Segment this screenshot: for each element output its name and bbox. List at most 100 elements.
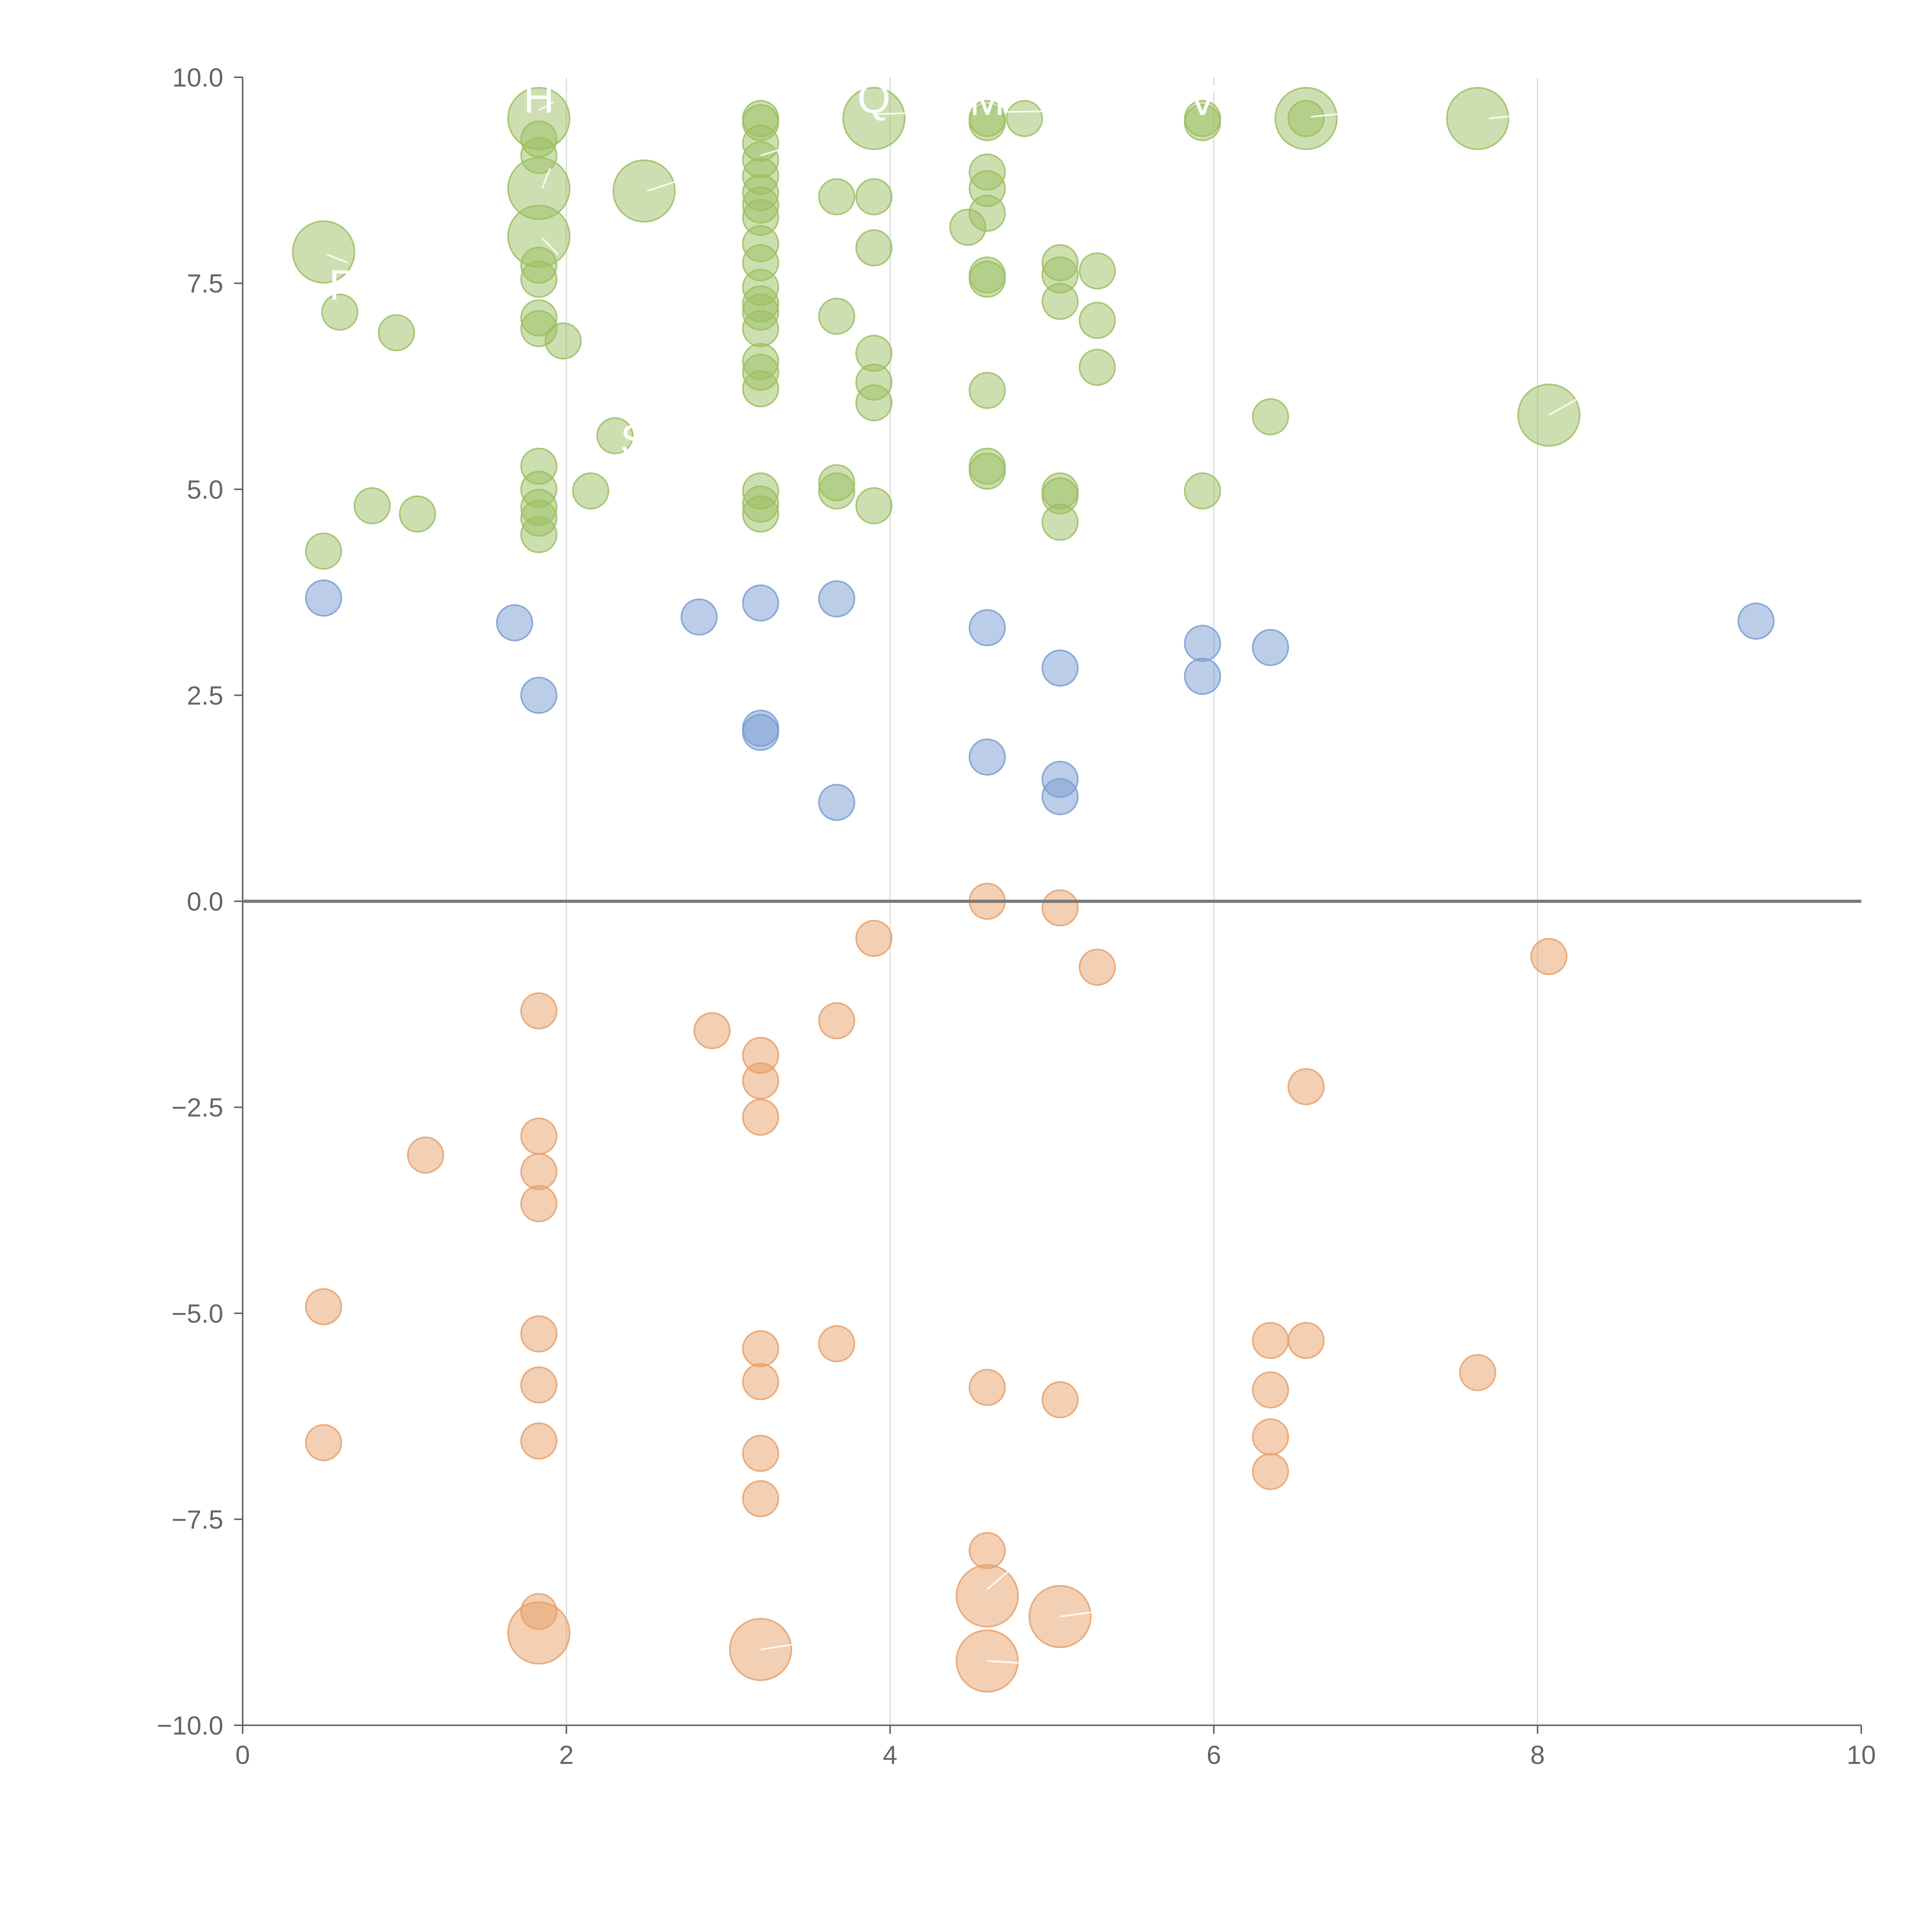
green-data-point: [544, 322, 582, 360]
orange-data-point: [818, 1325, 855, 1362]
blue-data-point: [968, 609, 1006, 646]
green-data-point: [968, 452, 1006, 490]
orange-data-point: [1078, 949, 1116, 986]
green-data-point: [1078, 302, 1116, 339]
label-leader-line: [538, 101, 554, 111]
green-data-point: [818, 298, 855, 335]
green-data-point: [612, 159, 676, 223]
label-leader-line: [760, 134, 826, 156]
green-data-point: [596, 417, 634, 454]
label-leader-line: [1311, 109, 1376, 118]
orange-data-point: [407, 1136, 444, 1174]
point-annotation: H: [524, 74, 554, 122]
orange-data-point: [742, 1330, 779, 1367]
green-data-point: [855, 178, 893, 216]
blue-data-point: [680, 598, 718, 636]
green-data-point: [742, 370, 779, 408]
label-leader-line: [874, 111, 939, 115]
orange-data-point: [1252, 1371, 1289, 1409]
y-tick-label: 2.5: [187, 681, 223, 710]
blue-data-point: [1184, 658, 1221, 695]
blue-data-point: [1041, 650, 1079, 687]
point-annotation: M: [969, 77, 1005, 124]
orange-data-point: [1252, 1322, 1289, 1359]
green-data-point: [520, 260, 558, 298]
label-leader-line: [327, 253, 349, 264]
data-points: [292, 87, 1775, 1693]
x-tick-label: 0: [235, 1740, 250, 1770]
orange-data-point: [1459, 1354, 1497, 1391]
blue-data-point: [1737, 602, 1775, 640]
orange-data-point: [520, 1422, 558, 1460]
blue-data-point: [818, 580, 855, 617]
blue-data-point: [305, 579, 342, 617]
x-tick-label: 8: [1530, 1740, 1545, 1770]
blue-data-point: [742, 584, 779, 622]
green-data-point: [1252, 398, 1289, 435]
label-leader-line: [541, 167, 551, 189]
blue-data-point: [520, 677, 558, 714]
y-ticks: 10.0 7.5 5.0 2.5 0.0 −2.5 −5.0 −7.5 −10.0: [157, 63, 243, 1740]
orange-data-point: [968, 1532, 1006, 1569]
green-data-point: [818, 472, 855, 510]
green-data-point: [842, 87, 906, 150]
green-data-point: [292, 220, 355, 284]
green-data-point: [855, 384, 893, 422]
green-data-point: [1446, 87, 1509, 150]
point-annotation: S: [620, 416, 648, 464]
green-data-point: [378, 314, 415, 352]
y-tick-label: −10.0: [157, 1711, 223, 1740]
green-data-point: [949, 209, 986, 246]
green-data-point: [1006, 100, 1043, 137]
orange-data-point: [1287, 1322, 1325, 1359]
x-ticks: 0 2 4 6 8 10: [235, 1725, 1876, 1770]
blue-data-point: [1041, 778, 1079, 815]
blue-data-point: [742, 714, 779, 751]
green-data-point: [855, 229, 893, 267]
x-tick-label: 4: [883, 1740, 898, 1770]
green-data-point: [968, 260, 1006, 298]
orange-data-point: [520, 1117, 558, 1155]
orange-data-point: [968, 1369, 1006, 1406]
green-data-point: [1041, 283, 1079, 320]
y-tick-label: 7.5: [187, 269, 223, 298]
green-data-point: [1078, 252, 1116, 290]
green-data-point: [1078, 349, 1116, 386]
orange-data-point: [520, 992, 558, 1030]
point-annotation: Q: [857, 74, 891, 122]
blue-data-point: [818, 784, 855, 821]
green-data-point: [1184, 472, 1221, 510]
y-tick-label: 10.0: [172, 63, 223, 92]
blue-data-point: [968, 738, 1006, 776]
blue-data-point: [1252, 629, 1289, 666]
blue-data-point: [496, 604, 533, 641]
orange-data-point: [520, 1153, 558, 1190]
label-leader-line: [1003, 109, 1133, 113]
green-data-point: [742, 310, 779, 347]
orange-data-point: [742, 1363, 779, 1400]
green-data-point: [855, 487, 893, 524]
orange-data-point: [1252, 1453, 1289, 1490]
y-tick-label: −5.0: [172, 1299, 223, 1328]
orange-data-point: [1041, 889, 1079, 927]
green-data-point: [742, 495, 779, 533]
blue-data-point: [1184, 625, 1221, 662]
y-tick-label: 5.0: [187, 475, 223, 504]
y-tick-label: −7.5: [172, 1505, 223, 1534]
orange-data-point: [520, 1366, 558, 1404]
label-leader-line: [1548, 398, 1578, 416]
label-leader-line: [1489, 113, 1530, 119]
orange-data-point: [520, 1185, 558, 1223]
orange-data-point: [742, 1099, 779, 1136]
orange-data-point: [305, 1288, 342, 1325]
label-leader-line: [647, 179, 680, 192]
green-data-point: [1041, 503, 1079, 541]
label-leader-line: [986, 1568, 1012, 1590]
green-data-point: [968, 104, 1006, 141]
green-data-point: [572, 472, 609, 510]
orange-data-point: [1041, 1381, 1079, 1418]
x-tick-label: 10: [1847, 1740, 1876, 1770]
green-data-point: [968, 372, 1006, 409]
orange-data-point: [742, 1062, 779, 1100]
